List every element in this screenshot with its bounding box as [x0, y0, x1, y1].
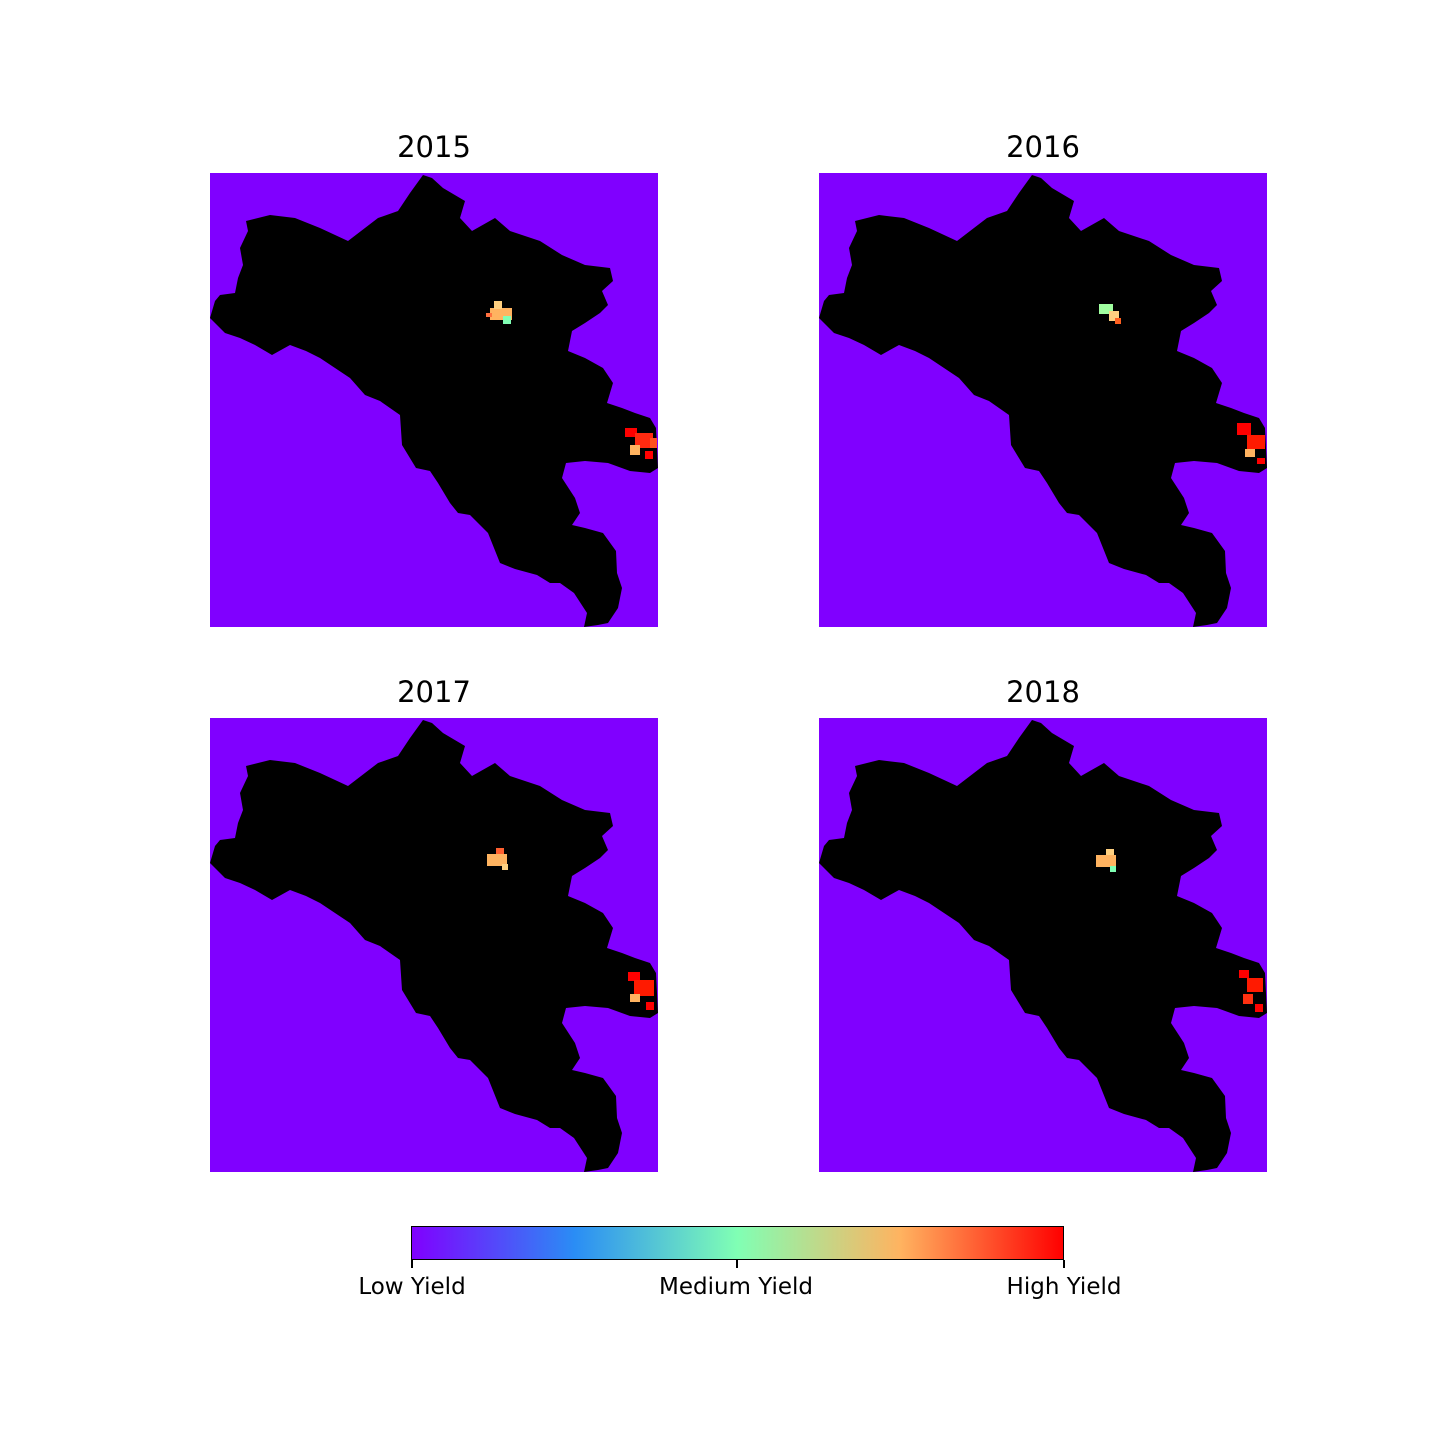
yield-cluster	[1243, 994, 1253, 1004]
yield-cluster	[496, 848, 504, 854]
colorbar-label-high: High Yield	[1006, 1274, 1122, 1300]
yield-cluster	[650, 438, 657, 448]
yield-cluster	[1110, 866, 1116, 872]
yield-cluster	[634, 980, 654, 996]
panel-title-2: 2016	[1006, 130, 1080, 164]
yield-cluster	[645, 451, 653, 459]
yield-colorbar	[411, 1226, 1064, 1260]
yield-cluster	[1096, 855, 1116, 867]
yield-cluster	[1237, 423, 1251, 435]
yield-cluster	[502, 864, 508, 870]
yield-cluster	[1239, 970, 1249, 978]
panel-title-4: 2018	[1006, 675, 1080, 709]
yield-cluster	[1099, 304, 1113, 314]
colorbar-tick-medium	[736, 1260, 738, 1268]
yield-map-2	[819, 173, 1267, 627]
land-region	[210, 720, 658, 1172]
colorbar-tick-low	[411, 1260, 413, 1268]
yield-cluster	[1106, 849, 1114, 855]
yield-map-1	[210, 173, 658, 627]
yield-cluster	[646, 1002, 654, 1010]
panel-title-3: 2017	[397, 675, 471, 709]
yield-cluster	[1247, 978, 1263, 992]
land-region	[210, 175, 658, 627]
land-region	[819, 175, 1267, 627]
yield-cluster	[635, 433, 653, 448]
yield-cluster	[1257, 458, 1265, 464]
yield-cluster	[494, 301, 502, 309]
colorbar-label-low: Low Yield	[358, 1274, 466, 1300]
land-region	[819, 720, 1267, 1172]
yield-map-4	[819, 718, 1267, 1172]
yield-cluster	[630, 994, 640, 1002]
colorbar-label-medium: Medium Yield	[658, 1274, 814, 1300]
yield-cluster	[486, 313, 492, 317]
yield-cluster	[625, 428, 637, 437]
yield-cluster	[487, 854, 507, 866]
yield-cluster	[630, 445, 640, 455]
yield-cluster	[1245, 449, 1255, 457]
panel-title-1: 2015	[397, 130, 471, 164]
yield-cluster	[628, 972, 640, 981]
yield-cluster	[1255, 1004, 1263, 1012]
yield-cluster	[503, 316, 511, 324]
yield-cluster	[1109, 311, 1119, 321]
yield-map-3	[210, 718, 658, 1172]
yield-cluster	[1115, 318, 1121, 324]
colorbar-tick-high	[1063, 1260, 1065, 1268]
yield-cluster	[1247, 435, 1265, 449]
